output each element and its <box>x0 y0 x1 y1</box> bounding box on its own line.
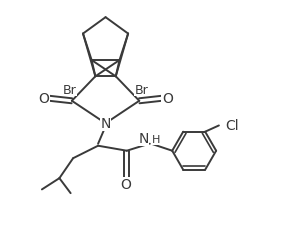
Text: Br: Br <box>62 83 76 96</box>
Text: O: O <box>162 92 173 106</box>
Text: O: O <box>38 92 49 106</box>
Text: H: H <box>152 135 160 145</box>
Text: O: O <box>120 178 131 192</box>
Text: N: N <box>100 117 111 131</box>
Text: Cl: Cl <box>225 118 239 132</box>
Text: Br: Br <box>135 83 149 96</box>
Text: N: N <box>138 132 149 146</box>
